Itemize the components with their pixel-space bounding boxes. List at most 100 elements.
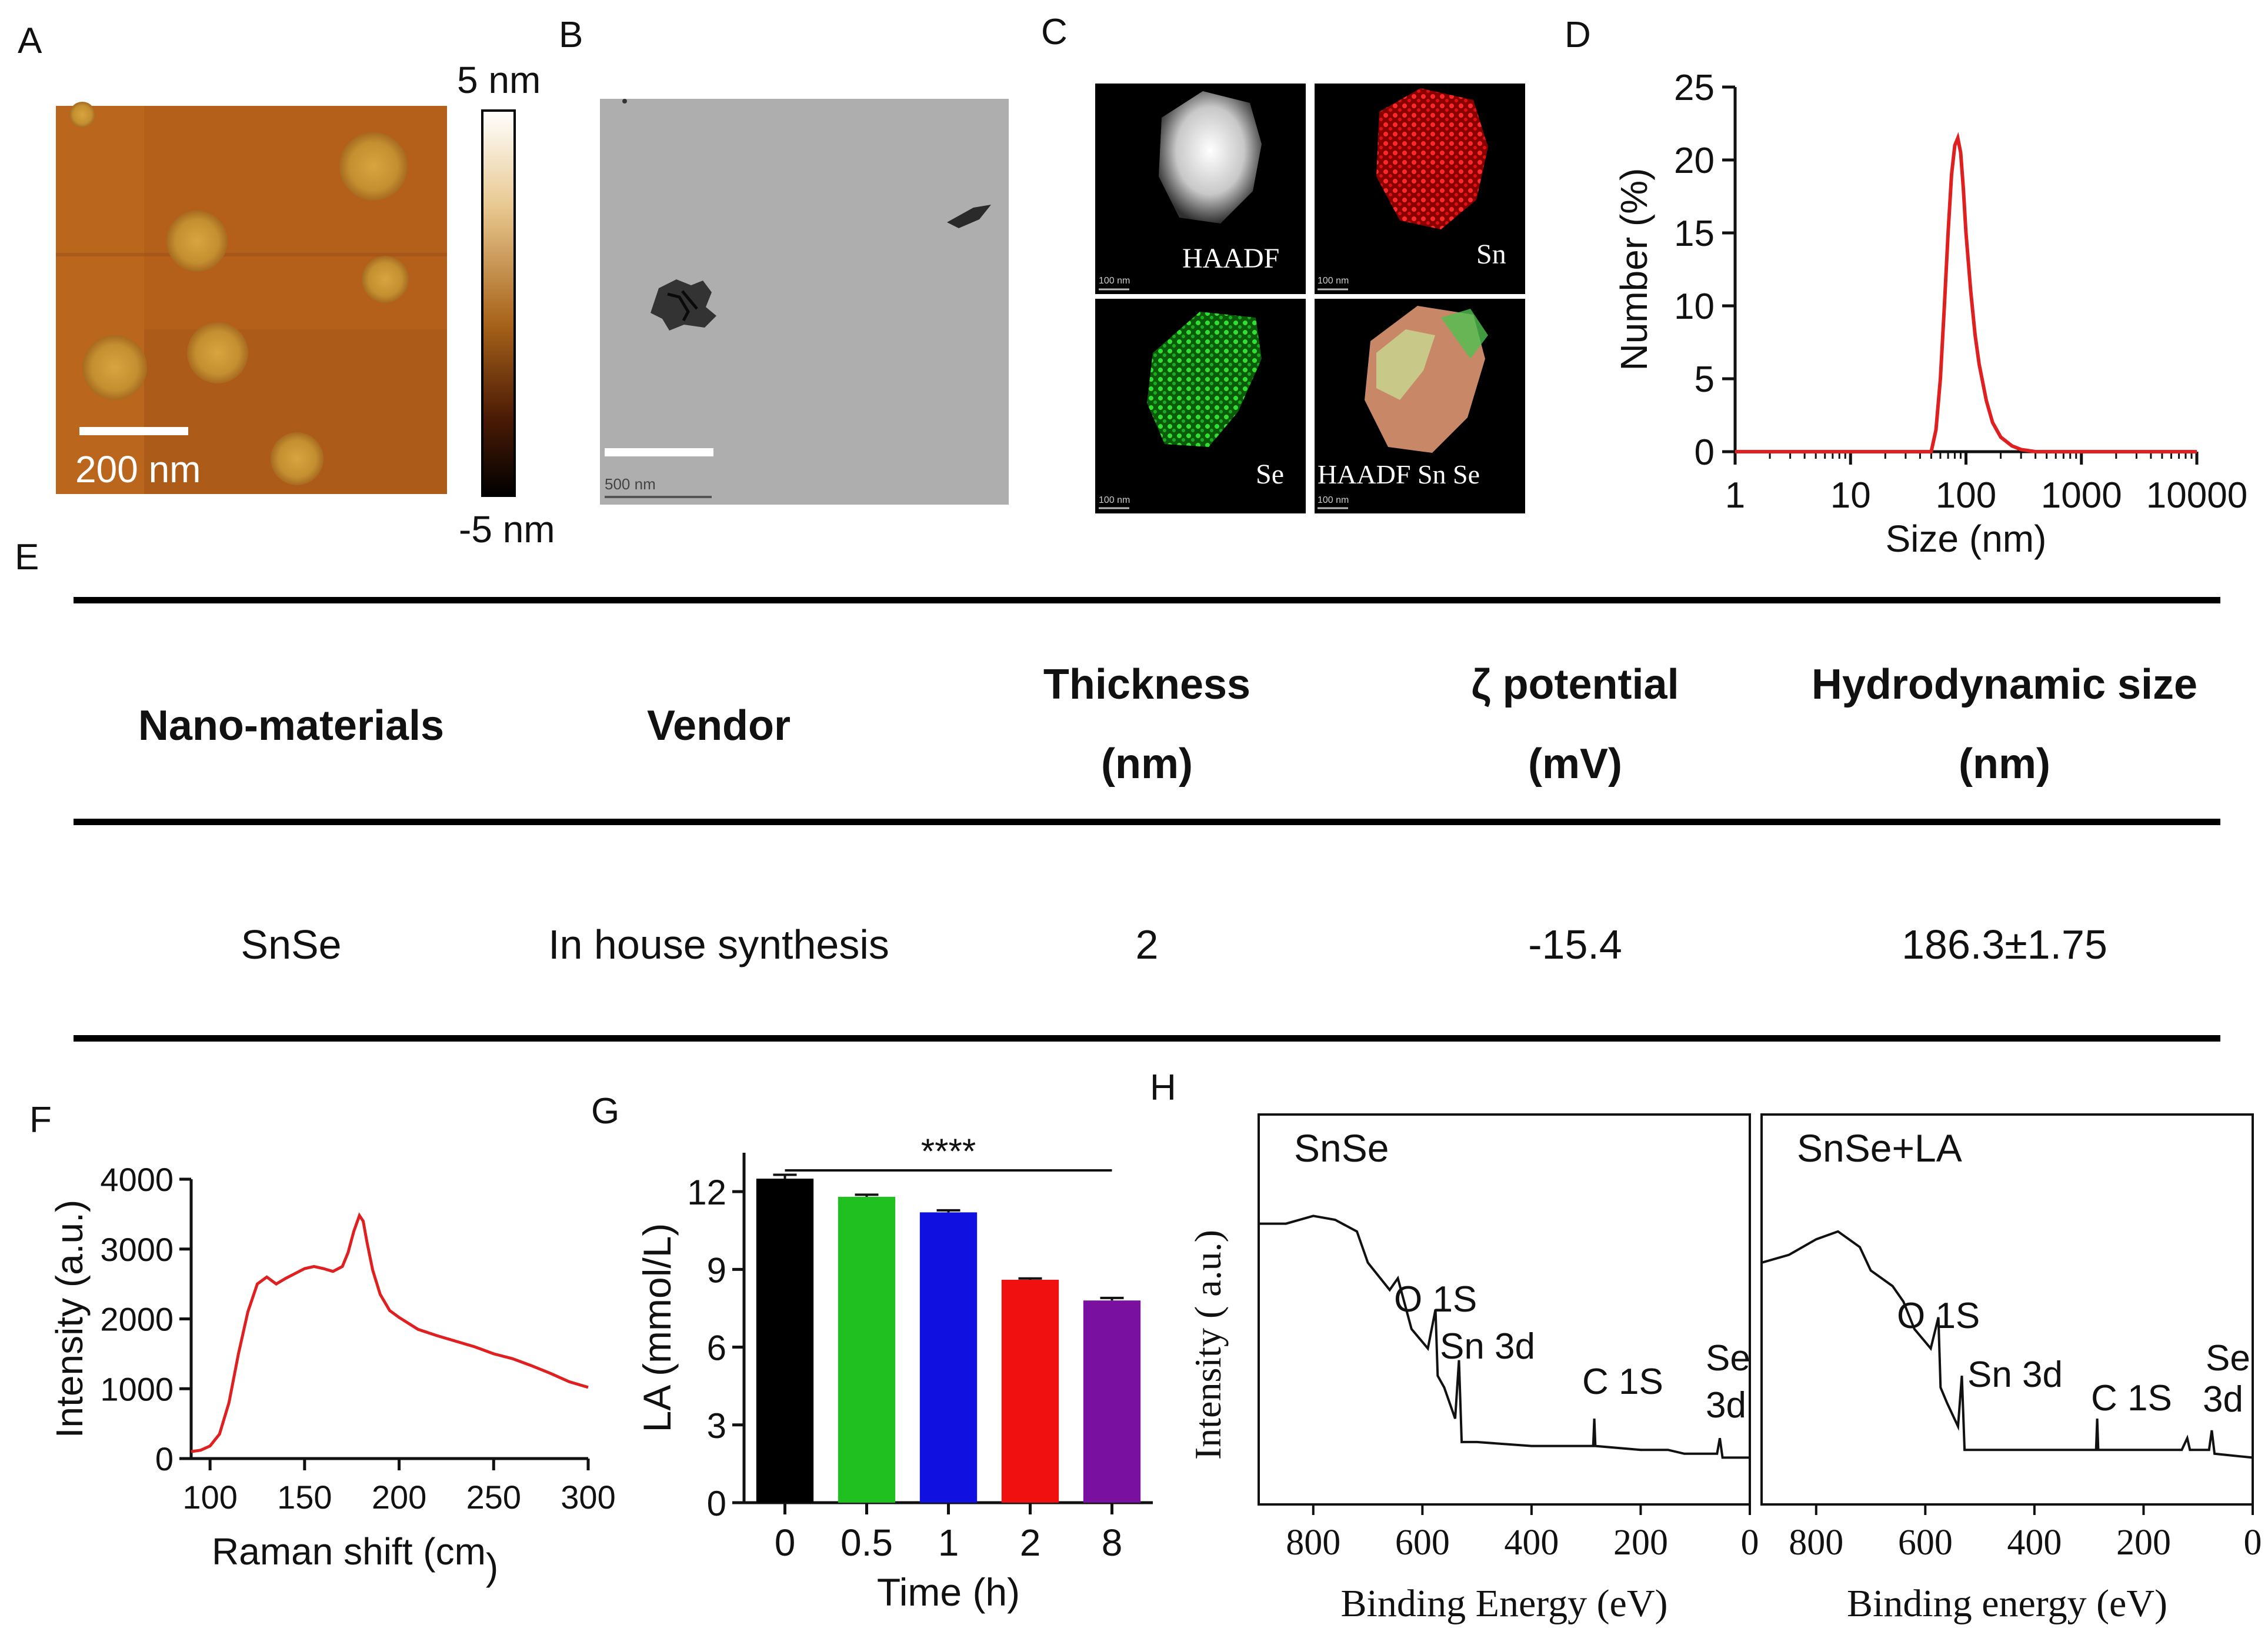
xps-peak-label: O 1S: [1897, 1296, 1980, 1336]
y-axis-label: Intensity ( a.u.): [1187, 1230, 1229, 1460]
y-axis-label: Intensity (a.u.): [48, 1200, 91, 1439]
bar-2: [1001, 1279, 1059, 1503]
table-cell: In house synthesis: [548, 922, 889, 967]
afm-colorbar: 5 nm -5 nm: [457, 59, 555, 550]
afm-scalebar-label: 200 nm: [75, 448, 201, 491]
colorbar-max-label: 5 nm: [457, 59, 541, 101]
eds-scalebar-label: 100 nm: [1099, 276, 1130, 286]
eds-mapping: HAADF Sn Se HAADF Sn Se 100 nm 100 nm 10…: [1095, 84, 1525, 513]
x-tick-label: 200: [1613, 1523, 1668, 1563]
y-tick-label: 10: [1674, 286, 1715, 327]
panel-label-h: H: [1150, 1067, 1176, 1108]
bar-8: [1083, 1300, 1141, 1503]
xps-peak-label: 3d: [2203, 1379, 2243, 1420]
x-tick-label: 150: [277, 1479, 332, 1516]
y-tick-label: 0: [155, 1440, 174, 1477]
significance-label: ****: [921, 1132, 976, 1171]
table-header: Vendor: [647, 702, 791, 749]
tem-image: 500 nm: [600, 99, 1009, 505]
dls-chart: 0 5 10 15 20 25 1 10 100 1000 10000 Size (nm) Number…: [1613, 68, 2247, 560]
y-tick-label: 0: [1695, 432, 1715, 473]
properties-table: Nano-materials Vendor Thickness (nm) ζ p…: [74, 597, 2220, 1042]
panel-label-b: B: [559, 15, 583, 55]
x-tick-label: 400: [2007, 1523, 2062, 1563]
panel-label-a: A: [18, 21, 42, 61]
xps-subplot-title: SnSe: [1294, 1126, 1389, 1170]
raman-series-line: [191, 1212, 589, 1453]
xps-chart: SnSe 800 600 400 200 0 Binding Energy (eV) Inte…: [1187, 1113, 2262, 1625]
bar-0: [756, 1179, 814, 1503]
y-axis-label: LA (mmol/L): [635, 1223, 679, 1433]
x-tick-label: 100: [182, 1479, 237, 1516]
x-axis-label: Binding energy (eV): [1847, 1582, 2167, 1625]
y-tick-label: 20: [1674, 141, 1715, 181]
table-cell: SnSe: [241, 922, 341, 967]
xps-plot-frame: [1760, 1113, 2254, 1506]
bar-0-5: [838, 1196, 896, 1503]
panel-label-d: D: [1565, 15, 1591, 55]
table-header: (nm): [1959, 740, 2050, 788]
x-tick-label: 300: [561, 1479, 615, 1516]
x-axis-label: Raman shift (cm): [212, 1530, 498, 1588]
table-header: (mV): [1528, 740, 1622, 788]
afm-scalebar: [79, 427, 188, 435]
y-tick-label: 1000: [100, 1370, 174, 1407]
panel-label-c: C: [1041, 12, 1068, 52]
table-cell: 2: [1136, 922, 1159, 967]
tem-scalebar-label: 500 nm: [605, 475, 656, 493]
x-tick-label: 0: [2244, 1523, 2262, 1563]
x-axis-label: Size (nm): [1886, 518, 2047, 560]
xps-peak-label: Se: [2206, 1338, 2250, 1379]
x-axis-label: Time (h): [877, 1570, 1020, 1614]
table-mid-rule: [74, 819, 2220, 825]
table-header: Nano-materials: [138, 702, 444, 749]
x-tick-label: 250: [466, 1479, 521, 1516]
y-tick-label: 5: [1695, 359, 1715, 400]
x-tick-label: 2: [1020, 1521, 1041, 1564]
xps-peak-label: C 1S: [2091, 1378, 2172, 1419]
table-cell: -15.4: [1528, 922, 1622, 967]
table-header-row: Nano-materials Vendor Thickness (nm) ζ p…: [138, 661, 2197, 788]
x-tick-label: 1: [1725, 475, 1745, 516]
table-header: (nm): [1101, 740, 1193, 788]
x-axis-label-close: ): [486, 1546, 498, 1588]
x-tick-label: 8: [1102, 1521, 1123, 1564]
eds-scalebar-label: 100 nm: [1099, 495, 1130, 505]
panel-label-g: G: [591, 1091, 619, 1132]
y-tick-label: 0: [707, 1484, 726, 1523]
x-tick-label: 400: [1504, 1523, 1559, 1563]
x-tick-label: 1: [938, 1521, 959, 1564]
x-tick-label: 0: [1741, 1523, 1759, 1563]
eds-tile-label-sn: Sn: [1476, 239, 1506, 270]
y-tick-label: 3000: [100, 1231, 174, 1268]
xps-plot-frame: [1258, 1113, 1751, 1506]
table-top-rule: [74, 597, 2220, 603]
eds-tile-label-haadf: HAADF: [1182, 243, 1279, 274]
x-tick-label: 200: [372, 1479, 426, 1516]
panel-label-e: E: [15, 537, 39, 578]
table-header: ζ potential: [1471, 661, 1679, 708]
x-tick-label: 1000: [2041, 475, 2122, 516]
xps-peak-label: C 1S: [1582, 1362, 1663, 1402]
xps-peak-label: Sn 3d: [1440, 1326, 1535, 1367]
y-tick-label: 9: [707, 1250, 726, 1290]
xps-subplot-title: SnSe+LA: [1797, 1126, 1962, 1170]
eds-tile-label-overlay: HAADF Sn Se: [1318, 459, 1480, 489]
xps-peak-label: Se: [1706, 1338, 1750, 1379]
x-tick-label: 600: [1395, 1523, 1450, 1563]
x-tick-label: 600: [1898, 1523, 1953, 1563]
x-tick-label: 0: [775, 1521, 796, 1564]
table-bottom-rule: [74, 1035, 2220, 1042]
y-tick-label: 2000: [100, 1301, 174, 1338]
x-axis-label: Binding Energy (eV): [1340, 1582, 1667, 1625]
eds-scalebar-label: 100 nm: [1318, 495, 1349, 505]
tem-scalebar: [605, 448, 713, 456]
panel-label-f: F: [29, 1100, 52, 1140]
y-axis-label: Number (%): [1613, 168, 1655, 371]
y-tick-label: 15: [1674, 213, 1715, 254]
xps-peak-label: Sn 3d: [1967, 1354, 2063, 1395]
xps-spectrum-line: [1761, 1230, 2253, 1459]
x-tick-label: 100: [1936, 475, 1996, 516]
x-tick-label: 800: [1789, 1523, 1843, 1563]
